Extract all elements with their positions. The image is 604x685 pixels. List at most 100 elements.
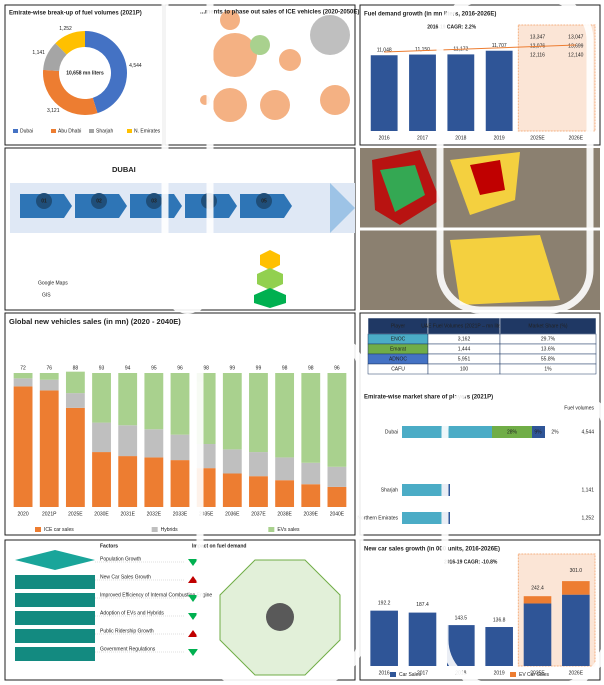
bar bbox=[409, 54, 436, 131]
legend-swatch bbox=[51, 129, 56, 133]
total-label: 72 bbox=[20, 365, 26, 371]
source: GIS bbox=[42, 292, 51, 298]
legend-swatch bbox=[268, 527, 275, 532]
x-tick-label: 2016 bbox=[379, 670, 390, 676]
bar-segment bbox=[327, 373, 347, 467]
x-tick-label: 2025E bbox=[68, 511, 83, 517]
legend-label: ICE car sales bbox=[44, 527, 74, 533]
bar-segment bbox=[301, 462, 321, 485]
x-tick-label: 2033E bbox=[173, 511, 188, 517]
row-label: Northern Emirates bbox=[357, 515, 398, 521]
factor-label: Public Ridership Growth bbox=[100, 628, 154, 634]
table-cell-text: 1% bbox=[544, 366, 552, 372]
step-badge bbox=[256, 193, 272, 209]
layer bbox=[15, 575, 95, 589]
impact-arrow bbox=[188, 613, 198, 620]
factor-label: Improved Efficiency of Internal Combusti… bbox=[100, 592, 212, 598]
x-tick-label: 2026E bbox=[569, 135, 584, 141]
table-cell-text: ADNOC bbox=[389, 356, 407, 362]
annotation: 2016-19 CAGR: -10.8% bbox=[444, 559, 498, 565]
step-badge bbox=[36, 193, 52, 209]
bar-segment bbox=[523, 603, 552, 666]
center-label: 10,658 mn liters bbox=[66, 70, 104, 76]
legend-label: Car Sales bbox=[399, 672, 421, 678]
bubbles bbox=[200, 10, 350, 122]
total-label: 301.0 bbox=[570, 568, 583, 574]
impact-arrow bbox=[188, 559, 198, 566]
factor-label: New Car Sales Growth bbox=[100, 574, 151, 580]
forecast-label: 12,140 bbox=[568, 52, 584, 58]
table-cell bbox=[499, 363, 597, 375]
step-number: 01 bbox=[41, 198, 47, 204]
x-tick-label: 2016 bbox=[379, 135, 390, 141]
bar-segment bbox=[39, 390, 59, 507]
bar-segment bbox=[13, 373, 33, 379]
legend-swatch bbox=[35, 527, 41, 532]
legend-swatch bbox=[127, 129, 132, 133]
bar-segment bbox=[275, 457, 295, 481]
bar bbox=[447, 54, 475, 131]
overlay-shape bbox=[196, 326, 364, 684]
arrow-head bbox=[330, 183, 355, 233]
x-tick-label: 2019 bbox=[494, 135, 505, 141]
annotation: 2016-19 CAGR: 2.2% bbox=[427, 24, 476, 30]
x-tick-label: 2017 bbox=[417, 135, 428, 141]
legend-label: Abu Dhabi bbox=[58, 128, 81, 134]
step-number: 03 bbox=[151, 198, 157, 204]
bubble bbox=[279, 49, 301, 71]
total-label: 95 bbox=[151, 365, 157, 371]
overlay-shape bbox=[161, 0, 214, 314]
table-cell-text: 100 bbox=[460, 366, 469, 372]
legend-swatch bbox=[13, 129, 18, 133]
panel bbox=[4, 4, 164, 146]
bar-segment bbox=[562, 581, 590, 595]
total-label: 98 bbox=[203, 365, 209, 371]
x-tick-label: 2037E bbox=[251, 511, 266, 517]
share-segment bbox=[402, 512, 442, 524]
total-label: 99 bbox=[256, 365, 262, 371]
x-tick-label: 2035E bbox=[199, 511, 214, 517]
x-tick-label: 2032E bbox=[147, 511, 162, 517]
legend-swatch bbox=[510, 672, 516, 677]
overlay-shape bbox=[436, 0, 594, 314]
impact-arrow bbox=[188, 649, 198, 656]
hex bbox=[260, 250, 280, 270]
bar-segment bbox=[92, 452, 111, 507]
content: Emirate-wise break-up of fuel volumes (2… bbox=[9, 11, 597, 678]
bubble bbox=[260, 90, 290, 120]
volume-label: 1,141 bbox=[581, 487, 594, 493]
bar-segment bbox=[13, 378, 33, 387]
step-number: 05 bbox=[261, 198, 267, 204]
section-title: Emirate-wise market share of players (20… bbox=[364, 395, 493, 401]
forecast-label: 12,116 bbox=[530, 52, 545, 58]
volume-label: 4,544 bbox=[581, 429, 594, 435]
x-tick-label: 2036E bbox=[225, 511, 240, 517]
bubble bbox=[220, 10, 240, 30]
bar-segment bbox=[327, 486, 347, 507]
data-label: 11,048 bbox=[377, 48, 392, 54]
x-tick-label: 2031E bbox=[120, 511, 135, 517]
data-label: 4,544 bbox=[129, 63, 142, 69]
forecast-label: 13,347 bbox=[530, 34, 546, 40]
column-header: Impact on fuel demand bbox=[192, 543, 246, 549]
map-zone bbox=[450, 235, 560, 305]
x-tick-label: 2019 bbox=[494, 670, 505, 676]
total-label: 98 bbox=[282, 365, 288, 371]
table-cell-text: Emarat bbox=[390, 346, 407, 352]
layer bbox=[15, 550, 95, 570]
data-label: 9% bbox=[534, 429, 542, 435]
table-cell-text: 29.7% bbox=[541, 336, 556, 342]
total-label: 93 bbox=[99, 365, 105, 371]
data-label: 3,121 bbox=[47, 108, 60, 114]
bar-segment bbox=[170, 373, 190, 435]
map-zone bbox=[470, 160, 505, 195]
step-number: 02 bbox=[96, 198, 102, 204]
layer bbox=[15, 611, 95, 625]
bar bbox=[370, 55, 398, 131]
bar-segment bbox=[92, 373, 111, 423]
table-cell-text: ENOC bbox=[391, 336, 406, 342]
layer bbox=[15, 629, 95, 643]
legend-swatch bbox=[390, 672, 396, 677]
total-label: 192.2 bbox=[378, 601, 391, 607]
